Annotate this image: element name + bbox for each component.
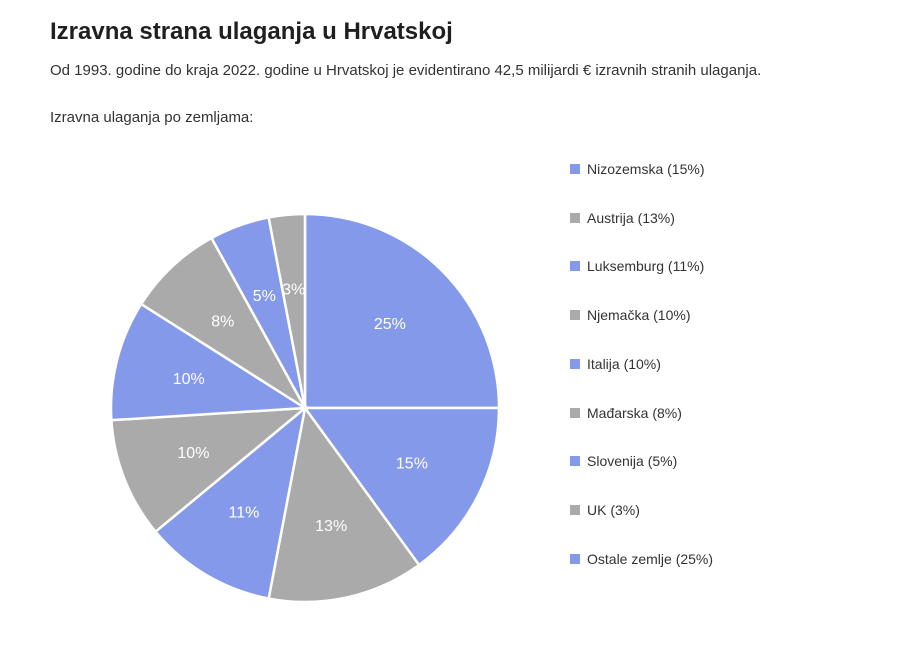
legend-item: Mađarska (8%) [570,402,682,424]
legend-label: Nizozemska (15%) [587,161,705,177]
legend-swatch [570,358,580,369]
legend-item: Slovenija (5%) [570,450,677,472]
pie-slice [153,404,307,601]
legend-label: Luksemburg (11%) [587,258,705,275]
section-label: Izravna ulaganja po zemljama: [50,109,254,126]
legend-item: Nizozemska (15%) [570,158,704,180]
pie-slice [302,406,501,567]
legend-item: Njemačka (10%) [570,304,690,326]
pie-slice-label: 5% [253,288,276,305]
legend-item: UK (3%) [570,499,640,521]
pie-slice-label: 10% [177,445,209,462]
pie-slice-labels: 25% 15% 13% 11% 10% 10% 8% 5% 3% [173,282,428,536]
pie-slice [267,404,421,604]
pie-slice [139,236,307,410]
pie-slice-label: 8% [211,314,234,331]
pie-slices [109,212,501,604]
pie-slice-label: 11% [228,504,259,521]
pie-slice-label: 13% [315,518,347,535]
legend-label: UK (3%) [587,501,640,518]
legend-item: Austrija (13%) [570,207,675,229]
legend-item: Italija (10%) [570,353,661,375]
legend-label: Slovenija (5%) [587,453,678,470]
pie-slice-label: 25% [374,316,406,333]
legend-item: Ostale zemlje (25%) [570,548,713,570]
legend-label: Mađarska (8%) [587,404,682,421]
pie-slice-label: 3% [282,282,305,299]
legend-label: Ostale zemlje (25%) [587,550,714,567]
legend-swatch [570,261,580,272]
legend-swatch [570,553,580,564]
legend-label: Njemačka (10%) [587,307,691,324]
legend-swatch [570,407,580,418]
legend-label: Austrija (13%) [587,209,675,226]
page-title: Izravna strana ulaganja u Hrvatskoj [50,18,453,45]
pie-slice-label: 10% [173,371,205,388]
legend-swatch [570,310,580,321]
pie-slice [267,212,307,409]
legend-item: Luksemburg (11%) [570,255,704,277]
legend-swatch [570,504,580,515]
pie-slice [109,302,309,422]
page-subtitle: Od 1993. godine do kraja 2022. godine u … [50,62,762,79]
pie-slice [303,212,501,410]
legend-swatch [570,164,580,174]
pie-slice-label: 15% [396,455,428,472]
pie-slice [110,406,309,534]
legend-label: Italija (10%) [587,355,661,372]
legend-swatch [570,456,580,467]
legend-swatch [570,212,580,223]
